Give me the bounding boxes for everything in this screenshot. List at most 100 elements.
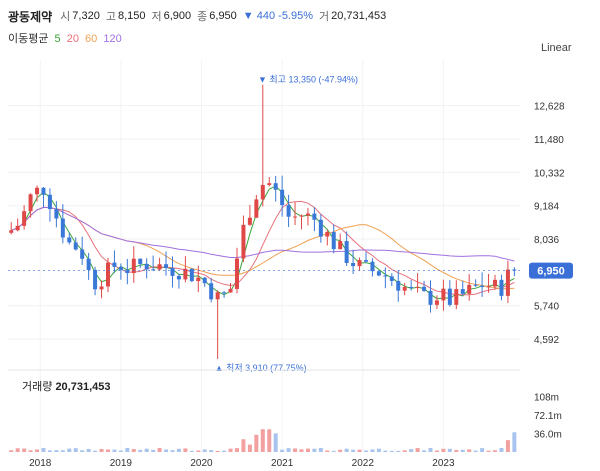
volume-tick-label: 36.0m bbox=[534, 430, 562, 441]
y-tick-label: 10,332 bbox=[534, 168, 565, 179]
volume-bar bbox=[254, 434, 259, 452]
volume-bar bbox=[505, 440, 510, 452]
candle-body bbox=[41, 187, 46, 195]
candle-body bbox=[80, 249, 85, 259]
volume-bar bbox=[164, 449, 169, 452]
candle-body bbox=[312, 213, 317, 220]
candle-body bbox=[28, 194, 33, 212]
volume-bar bbox=[241, 439, 246, 452]
volume-bar bbox=[473, 450, 478, 452]
volume-bar bbox=[441, 448, 446, 452]
candle-body bbox=[47, 194, 52, 210]
volume-bars bbox=[9, 429, 517, 452]
volume-bar bbox=[222, 450, 227, 452]
candle-body bbox=[125, 270, 130, 274]
volume-bar bbox=[409, 449, 414, 452]
candle-body bbox=[254, 199, 259, 218]
y-tick-label: 12,628 bbox=[534, 102, 565, 113]
candle-body bbox=[318, 219, 323, 237]
candle-body bbox=[170, 267, 175, 276]
volume-panel-title: 거래량 bbox=[22, 381, 53, 393]
low-annotation: ▲ 최저 3,910 (77.75%) bbox=[215, 363, 307, 373]
candle-body bbox=[183, 268, 188, 280]
volume-bar bbox=[493, 450, 498, 452]
candle-body bbox=[86, 258, 91, 270]
grid-lines bbox=[8, 60, 520, 452]
volume-bar bbox=[299, 449, 304, 452]
volume-bar bbox=[189, 450, 194, 452]
annotations: ▼ 최고 13,350 (-47.94%) ▲ 최저 3,910 (77.75%) bbox=[8, 75, 520, 373]
volume-bar bbox=[480, 448, 485, 452]
volume-bar bbox=[422, 450, 427, 452]
volume-bar bbox=[402, 450, 407, 452]
volume-axis: 108m 72.1m 36.0m bbox=[534, 393, 562, 441]
scale-toggle[interactable]: Linear bbox=[541, 42, 572, 54]
volume-bar bbox=[35, 449, 40, 452]
candle-body bbox=[267, 183, 272, 185]
moving-average-legend[interactable]: 이동평균 5 20 60 120 bbox=[8, 30, 125, 46]
volume-bar bbox=[486, 450, 491, 452]
high-value: 8,150 bbox=[117, 10, 146, 22]
ma-120-line bbox=[11, 206, 515, 262]
close-label: 종 bbox=[197, 11, 208, 23]
candle-body bbox=[428, 290, 433, 305]
volume-panel-label: 거래량 20,731,453 bbox=[22, 378, 111, 394]
volume-bar bbox=[499, 447, 504, 452]
ma-5: 5 bbox=[54, 33, 61, 45]
candle-body bbox=[344, 241, 349, 263]
candle-body bbox=[351, 262, 356, 267]
close-value: 6,950 bbox=[209, 10, 237, 22]
volume-bar bbox=[41, 447, 46, 452]
volume-bar bbox=[389, 450, 394, 452]
high-annotation: ▼ 최고 13,350 (-47.94%) bbox=[258, 75, 358, 85]
volume-bar bbox=[93, 450, 98, 452]
volume-bar bbox=[118, 450, 123, 452]
volume-bar bbox=[260, 429, 265, 452]
candle-body bbox=[467, 284, 472, 294]
candle-body bbox=[112, 262, 117, 267]
candle-body bbox=[93, 269, 98, 290]
high-label: 고 bbox=[105, 11, 116, 23]
volume-bar bbox=[312, 448, 317, 452]
change-value: ▼ 440 -5.95% bbox=[242, 10, 314, 22]
volume-tick-label: 72.1m bbox=[534, 411, 562, 422]
volume-bar bbox=[363, 450, 368, 452]
x-tick-label: 2023 bbox=[432, 458, 455, 469]
candle-body bbox=[447, 288, 452, 305]
candle-body bbox=[196, 277, 201, 282]
volume-bar bbox=[47, 450, 52, 452]
volume-bar bbox=[338, 449, 343, 452]
candle-body bbox=[325, 232, 330, 237]
y-tick-label: 8,036 bbox=[534, 235, 559, 246]
candle-body bbox=[493, 279, 498, 287]
ma-label: 이동평균 bbox=[8, 33, 49, 45]
candle-body bbox=[157, 264, 162, 270]
candle-body bbox=[67, 237, 72, 243]
ma-20: 20 bbox=[66, 33, 79, 45]
candle-body bbox=[105, 262, 110, 287]
candle-body bbox=[273, 183, 278, 190]
stock-header: 광동제약 시 7,320 고 8,150 저 6,900 종 6,950 ▼ 4… bbox=[8, 6, 392, 26]
volume-bar bbox=[138, 449, 143, 452]
y-axis: 12,628 11,480 10,332 9,184 8,036 5,740 4,592 bbox=[534, 102, 565, 346]
x-tick-label: 2020 bbox=[190, 458, 213, 469]
candle-body bbox=[73, 242, 78, 250]
candle-body bbox=[441, 288, 446, 301]
candle-body bbox=[247, 217, 252, 225]
candle-body bbox=[434, 300, 439, 305]
volume-bar bbox=[228, 448, 233, 452]
volume-bar bbox=[293, 448, 298, 452]
open-value: 7,320 bbox=[72, 10, 100, 22]
volume-bar bbox=[157, 447, 162, 452]
volume-bar bbox=[215, 450, 220, 452]
candle-body bbox=[383, 275, 388, 277]
candle-body bbox=[118, 266, 123, 271]
low-value: 6,900 bbox=[163, 10, 192, 22]
current-price-tag: 6,950 bbox=[529, 262, 573, 279]
volume-bar bbox=[512, 432, 517, 452]
candle-body bbox=[505, 269, 510, 296]
volume-bar bbox=[73, 448, 78, 452]
y-tick-label: 11,480 bbox=[534, 135, 564, 146]
candle-body bbox=[512, 269, 517, 271]
